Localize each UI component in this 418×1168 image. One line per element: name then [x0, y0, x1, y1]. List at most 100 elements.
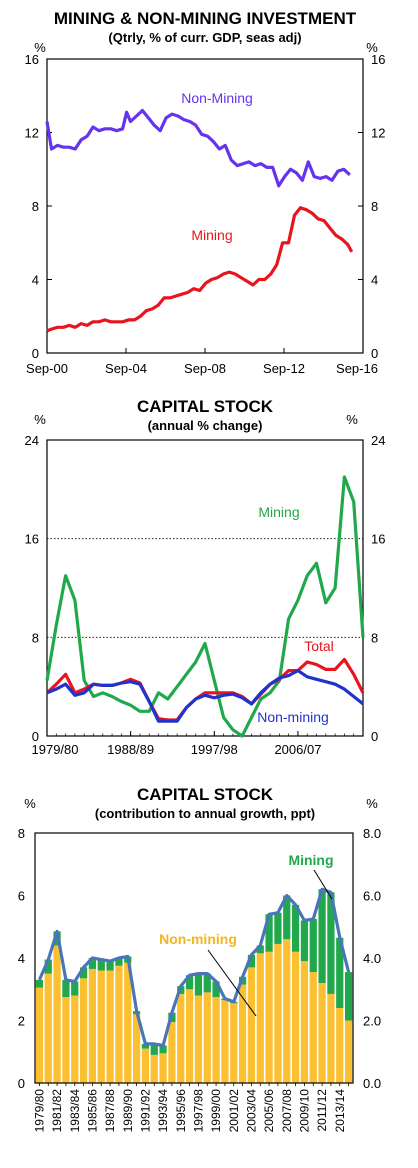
chart3-bar-mining	[344, 972, 353, 1021]
chart3-bar-mining	[106, 961, 114, 971]
chart3-x-tick-label: 2005/06	[262, 1089, 276, 1133]
chart3-bar-non-mining	[35, 987, 44, 1083]
chart-capital-stock-annual-change: CAPITAL STOCK (annual % change) % % 0 0 8 8…	[25, 397, 386, 757]
chart3-y-tick-label-right: 0.0	[363, 1076, 381, 1091]
chart3-x-tick-label: 1995/96	[174, 1089, 188, 1133]
chart1-y-tick-label-right: 4	[371, 273, 378, 288]
chart3-bar-non-mining	[132, 1014, 141, 1083]
chart1-label-mining: Mining	[191, 227, 232, 243]
chart2-label-mining: Mining	[258, 504, 299, 520]
chart1-y-tick-label-left: 4	[32, 273, 39, 288]
chart3-y-tick-label-right: 6.0	[363, 889, 381, 904]
chart3-bar-non-mining	[168, 1022, 176, 1083]
chart3-y-tick-label-left: 2	[18, 1014, 25, 1029]
chart3-bar-non-mining	[97, 970, 105, 1083]
chart3-x-tick-label: 1997/98	[191, 1089, 205, 1133]
chart2-y-tick-label-right: 24	[371, 433, 385, 448]
chart3-bar-non-mining	[230, 1003, 238, 1083]
chart3-bar-non-mining	[283, 939, 291, 1083]
chart3-bar-mining	[247, 954, 256, 968]
chart2-y-tick-label-right: 8	[371, 630, 378, 645]
chart3-y-ticks: 0 0.0 2 2.0 4 4.0 6 6.0 8 8.0	[18, 826, 381, 1091]
chart1-x-ticks: Sep-00 Sep-04 Sep-08 Sep-12 Sep-16	[26, 348, 378, 376]
chart3-bar-non-mining	[62, 997, 70, 1083]
chart1-y-tick-label-right: 12	[371, 126, 385, 141]
chart1-x-tick-label: Sep-00	[26, 361, 68, 376]
chart3-bar-non-mining	[238, 984, 247, 1083]
chart3-x-tick-label: 1981/82	[50, 1089, 64, 1133]
chart3-bar-mining	[62, 979, 70, 998]
chart3-bar-non-mining	[177, 993, 185, 1083]
chart3-x-tick-label: 1983/84	[68, 1089, 82, 1133]
chart3-x-tick-label: 2013/14	[333, 1089, 347, 1133]
chart1-line-non-mining	[45, 108, 351, 188]
chart3-bar-mining	[318, 889, 326, 983]
chart3-bar-mining	[115, 958, 123, 966]
chart3-x-tick-label: 1989/90	[121, 1089, 135, 1133]
chart2-line-non-mining	[46, 669, 364, 723]
chart2-x-tick-label: 1997/98	[191, 742, 238, 757]
chart3-x-tick-label: 1999/00	[209, 1089, 223, 1133]
chart3-bar-non-mining	[159, 1053, 167, 1083]
chart3-x-tick-label: 1991/92	[138, 1089, 152, 1133]
chart3-bar-mining	[88, 958, 97, 969]
chart3-unit-left: %	[24, 796, 36, 811]
chart3-bar-non-mining	[141, 1048, 150, 1083]
chart3-bar-non-mining	[344, 1020, 353, 1083]
chart3-bar-non-mining	[53, 945, 61, 1083]
chart3-bars	[35, 889, 353, 1083]
chart3-bar-mining	[185, 975, 194, 990]
chart2-title: CAPITAL STOCK	[137, 397, 274, 416]
chart1-label-non-mining: Non-Mining	[181, 90, 253, 106]
chart3-bar-non-mining	[221, 1000, 229, 1083]
chart2-y-tick-label-left: 24	[25, 433, 39, 448]
chart2-gridlines	[47, 538, 363, 638]
chart1-y-tick-label-left: 12	[25, 126, 39, 141]
chart3-bar-non-mining	[71, 995, 79, 1083]
chart1-y-tick-label-right: 8	[371, 199, 378, 214]
chart3-x-tick-label: 2003/04	[244, 1089, 258, 1133]
chart2-y-tick-label-right: 0	[371, 729, 378, 744]
chart3-bar-mining	[35, 979, 44, 988]
chart1-series	[45, 108, 354, 333]
chart1-line-mining	[46, 206, 354, 333]
chart3-bar-mining	[159, 1045, 167, 1054]
chart3-y-tick-label-left: 0	[18, 1076, 25, 1091]
chart3-y-tick-label-left: 4	[18, 951, 25, 966]
chart3-bar-non-mining	[44, 973, 52, 1083]
chart3-x-tick-label: 2007/08	[280, 1089, 294, 1133]
chart3-bar-non-mining	[194, 995, 203, 1083]
chart3-plot-frame	[34, 832, 354, 1084]
chart1-y-ticks: 0 0 4 4 8 8 12 12 16 16	[25, 52, 386, 361]
chart3-bar-non-mining	[336, 1008, 344, 1083]
chart2-y-ticks: 0 0 8 8 16 16 24 24	[25, 433, 386, 744]
chart3-bar-non-mining	[265, 951, 273, 1083]
chart3-subtitle: (contribution to annual growth, ppt)	[95, 806, 315, 821]
chart3-bar-non-mining	[124, 962, 132, 1083]
chart3-mining-pointer	[313, 869, 333, 900]
chart1-x-tick-label: Sep-16	[336, 361, 378, 376]
chart1-y-tick-label-right: 0	[371, 346, 378, 361]
chart1-y-tick-label-left: 0	[32, 346, 39, 361]
chart3-bar-mining	[203, 973, 211, 993]
chart3-bar-mining	[274, 912, 282, 944]
chart3-bar-mining	[291, 904, 300, 952]
chart1-x-tick-label: Sep-04	[105, 361, 147, 376]
chart3-bar-mining	[194, 973, 203, 996]
chart2-x-tick-label: 2006/07	[274, 742, 321, 757]
chart3-bar-non-mining	[256, 953, 264, 1083]
chart2-y-tick-label-left: 0	[32, 729, 39, 744]
chart3-x-tick-label: 1993/94	[156, 1089, 170, 1133]
chart3-bar-non-mining	[247, 967, 256, 1083]
chart3-unit-right: %	[366, 796, 378, 811]
chart2-unit-right: %	[346, 412, 358, 427]
chart3-bar-non-mining	[212, 997, 220, 1083]
chart1-x-tick-label: Sep-08	[184, 361, 226, 376]
chart3-bar-non-mining	[79, 978, 88, 1083]
chart-capital-stock-contribution: CAPITAL STOCK (contribution to annual gr…	[18, 785, 381, 1132]
chart1-y-tick-label-left: 16	[25, 52, 39, 67]
chart-mining-nonmining-investment: MINING & NON-MINING INVESTMENT (Qtrly, %…	[25, 9, 386, 376]
chart3-y-tick-label-left: 8	[18, 826, 25, 841]
chart3-x-tick-label: 2009/10	[297, 1089, 311, 1133]
chart1-title: MINING & NON-MINING INVESTMENT	[54, 9, 357, 28]
